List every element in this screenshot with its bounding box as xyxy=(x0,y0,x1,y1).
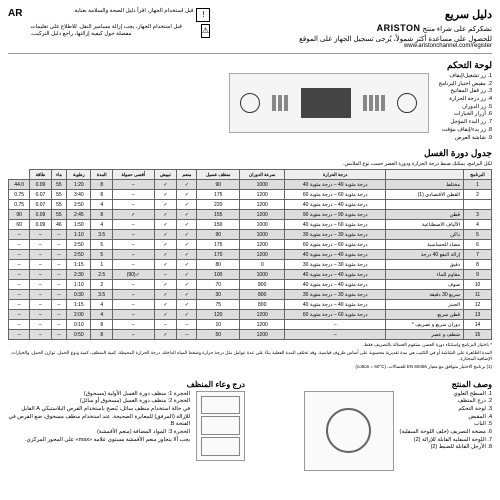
drawer-diagram xyxy=(196,391,245,461)
product-desc-title: وصف المنتج xyxy=(255,380,492,389)
table-header xyxy=(386,170,464,180)
table-header: منظف غسيل xyxy=(197,170,240,180)
table-row: 7إزالة البقع 40 درجةدرجة مئوية 40 – درجة… xyxy=(9,250,492,260)
table-row: 9مقاوم للماءدرجة مئوية 40 – درجة مئوية 4… xyxy=(9,270,492,280)
table-row: 13قطن سريعدرجة مئوية 60 – درجة مئوية 601… xyxy=(9,310,492,320)
panel-item: 9. شاشة العرض xyxy=(439,135,492,143)
table-header: سرعة الدوران xyxy=(240,170,285,180)
page-title: دليل سريع xyxy=(299,8,492,21)
drawer-item: في حالة استخدام منظف سائل، يُنصح باستخدا… xyxy=(8,406,190,429)
table-header: طاقة xyxy=(30,170,51,180)
cycle-table-desc: لكل البرامج، يمكنك ضبط درجة الحرارة ودور… xyxy=(8,161,492,167)
product-item: 3. لوحة التحكم xyxy=(400,406,492,414)
table-header: ماء xyxy=(51,170,67,180)
table-row: 14دوران سريع و تصريف *–120010–––80:10––– xyxy=(9,320,492,330)
detergent-drawer-title: درج وعاء المنظف xyxy=(8,380,245,389)
footnote: المدة الظاهرة على الشاشة أو في الكتيب هي… xyxy=(8,350,492,362)
table-header: المدة xyxy=(91,170,113,180)
thanks-text: نشكركم على شراء منتج ARISTON xyxy=(299,23,492,33)
product-desc-list: 1. السطح العلوي2. درج المنظف3. لوحة التح… xyxy=(400,391,492,453)
footnote: (1) برنامج الاختبار متوافق مع معيار EN 6… xyxy=(8,364,492,370)
warning-text-1: قبل استخدام الجهاز، اقرأ دليل الصحة والس… xyxy=(73,8,193,15)
control-panel-diagram xyxy=(229,73,429,133)
drawer-item: الحجرة 3: المواد المضافة (منعم الأقمشة) xyxy=(8,429,190,437)
language-code: AR xyxy=(8,8,22,19)
product-item: 2. درج المنظف xyxy=(400,398,492,406)
support-text: للحصول على مساعدة أكثر شمولاً، يُرجى تسج… xyxy=(299,35,492,43)
drawer-item: يجب ألا يتجاوز منعم الأقمشة مستوى علامة … xyxy=(8,437,190,445)
table-header: درجة الحرارة xyxy=(285,170,386,180)
drawer-desc-list: الحجرة 1: منظف دورة الغسل الأولية (مسحوق… xyxy=(8,391,190,445)
table-row: 10صوفدرجة مئوية 40 – درجة مئوية 4080070✓… xyxy=(9,280,492,290)
table-row: 6مضاد للحساسيةدرجة مئوية 60 – درجة مئوية… xyxy=(9,240,492,250)
drawer-item: الحجرة 2: منظف دورة الغسل (مسحوق أو سائل… xyxy=(8,398,190,406)
table-header: البرنامج xyxy=(464,170,492,180)
product-item: 5. الباب xyxy=(400,421,492,429)
table-header: منعم xyxy=(177,170,197,180)
footnote: * باختيار البرنامج واستثناء دورة العصر، … xyxy=(8,342,492,348)
table-row: 8دقيقدرجة مئوية 30 – درجة مئوية 30080✓✓–… xyxy=(9,260,492,270)
table-header: أقصى حمولة xyxy=(112,170,154,180)
washing-machine-diagram xyxy=(304,391,394,471)
control-panel-list: 1. زر تشغيل/إيقاف2. مقبض اختيار البرنامج… xyxy=(439,73,492,142)
knob-icon xyxy=(240,93,260,113)
table-row: 12الجينزدرجة مئوية 40 – درجة مئوية 40800… xyxy=(9,300,492,310)
table-header: رطوبة xyxy=(67,170,91,180)
cycle-table-title: جدول دورة الغسل xyxy=(8,148,492,159)
register-url: www.aristonchannel.com/register xyxy=(299,43,492,49)
panel-item: 6. أزرار الخيارات xyxy=(439,111,492,119)
table-row: 2القطن الاقتصادي (1)درجة مئوية 60 – درجة… xyxy=(9,190,492,200)
table-row: 5داكندرجة مئوية 30 – درجة مئوية 30100090… xyxy=(9,230,492,240)
brand-name: ARISTON xyxy=(377,23,421,33)
panel-item: 3. زر قفل المفاتيح xyxy=(439,88,492,96)
panel-item: 4. زر درجة الحرارة xyxy=(439,96,492,104)
warning-icon: ! xyxy=(196,8,210,22)
wash-cycle-table: البرنامج درجة الحرارةسرعة الدورانمنظف غسي… xyxy=(8,169,492,340)
knob-icon xyxy=(397,93,417,113)
panel-item: 8. زر بدء/إيقاف مؤقت xyxy=(439,127,492,135)
product-item: 6. مضخة التصريف (خلف اللوحة السفلية) xyxy=(400,429,492,437)
control-panel-title: لوحة التحكم xyxy=(8,60,492,71)
panel-item: 7. زر البدء المؤجل xyxy=(439,119,492,127)
product-item: 8. الأرجل القابلة للضبط (2) xyxy=(400,444,492,452)
table-row: 11سريع 30 دقيقةدرجة مئوية 30 – درجة مئوي… xyxy=(9,290,492,300)
table-row: 1مختلطدرجة مئوية 40 – درجة مئوية 4010009… xyxy=(9,180,492,190)
warning-text-2: قبل استخدام الجهاز، يجب إزالة مسامير الن… xyxy=(30,24,197,37)
display-icon xyxy=(301,88,351,118)
table-row: 4الألياف الاصطناعيةدرجة مئوية 60 – درجة … xyxy=(9,220,492,230)
table-row: 15شطف و عصر–120050–✓–80:50––– xyxy=(9,330,492,340)
panel-item: 1. زر تشغيل/إيقاف xyxy=(439,73,492,81)
bolt-icon: ⚠ xyxy=(201,24,211,38)
table-row: 3قطندرجة مئوية 90 – درجة مئوية 901200155… xyxy=(9,210,492,220)
table-row: درجة مئوية 40 – درجة مئوية 401200220✓✓–4… xyxy=(9,200,492,210)
table-header: تبييض xyxy=(154,170,177,180)
